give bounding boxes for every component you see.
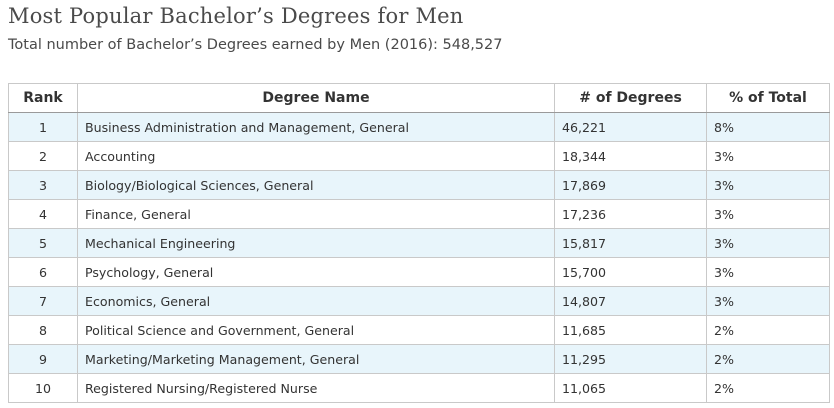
table-header-row: Rank Degree Name # of Degrees % of Total [8, 83, 830, 113]
degree-name-cell: Business Administration and Management, … [77, 112, 555, 142]
percent-cell: 3% [706, 199, 830, 229]
percent-cell: 3% [706, 170, 830, 200]
page-title: Most Popular Bachelor’s Degrees for Men [8, 4, 464, 28]
table-row: 7 Economics, General 14,807 3% [8, 286, 830, 316]
table-row: 1 Business Administration and Management… [8, 112, 830, 142]
table-row: 8 Political Science and Government, Gene… [8, 315, 830, 345]
degree-count-cell: 15,817 [554, 228, 707, 258]
degree-name-cell: Finance, General [77, 199, 555, 229]
degree-count-cell: 14,807 [554, 286, 707, 316]
column-header-degree-name: Degree Name [77, 83, 555, 113]
column-header-degree-count: # of Degrees [554, 83, 707, 113]
degree-count-cell: 17,869 [554, 170, 707, 200]
degree-name-cell: Political Science and Government, Genera… [77, 315, 555, 345]
degree-name-cell: Economics, General [77, 286, 555, 316]
percent-cell: 3% [706, 228, 830, 258]
rank-cell: 10 [8, 373, 78, 403]
degree-name-cell: Accounting [77, 141, 555, 171]
column-header-rank: Rank [8, 83, 78, 113]
rank-cell: 2 [8, 141, 78, 171]
table-row: 3 Biology/Biological Sciences, General 1… [8, 170, 830, 200]
rank-cell: 8 [8, 315, 78, 345]
degree-name-cell: Psychology, General [77, 257, 555, 287]
table-row: 10 Registered Nursing/Registered Nurse 1… [8, 373, 830, 403]
degree-count-cell: 11,295 [554, 344, 707, 374]
degrees-table: Rank Degree Name # of Degrees % of Total… [8, 83, 830, 403]
page-subtitle: Total number of Bachelor’s Degrees earne… [8, 37, 503, 53]
degree-count-cell: 11,685 [554, 315, 707, 345]
rank-cell: 1 [8, 112, 78, 142]
degree-count-cell: 15,700 [554, 257, 707, 287]
percent-cell: 8% [706, 112, 830, 142]
table-row: 4 Finance, General 17,236 3% [8, 199, 830, 229]
table-row: 9 Marketing/Marketing Management, Genera… [8, 344, 830, 374]
degree-count-cell: 18,344 [554, 141, 707, 171]
percent-cell: 3% [706, 286, 830, 316]
table-row: 6 Psychology, General 15,700 3% [8, 257, 830, 287]
rank-cell: 9 [8, 344, 78, 374]
degree-name-cell: Registered Nursing/Registered Nurse [77, 373, 555, 403]
percent-cell: 2% [706, 344, 830, 374]
percent-cell: 2% [706, 373, 830, 403]
rank-cell: 3 [8, 170, 78, 200]
degree-count-cell: 17,236 [554, 199, 707, 229]
column-header-percent-total: % of Total [706, 83, 830, 113]
rank-cell: 6 [8, 257, 78, 287]
rank-cell: 4 [8, 199, 78, 229]
percent-cell: 3% [706, 257, 830, 287]
degree-name-cell: Biology/Biological Sciences, General [77, 170, 555, 200]
degree-count-cell: 11,065 [554, 373, 707, 403]
table-row: 2 Accounting 18,344 3% [8, 141, 830, 171]
rank-cell: 5 [8, 228, 78, 258]
degree-count-cell: 46,221 [554, 112, 707, 142]
degree-name-cell: Marketing/Marketing Management, General [77, 344, 555, 374]
degree-name-cell: Mechanical Engineering [77, 228, 555, 258]
percent-cell: 2% [706, 315, 830, 345]
percent-cell: 3% [706, 141, 830, 171]
rank-cell: 7 [8, 286, 78, 316]
table-row: 5 Mechanical Engineering 15,817 3% [8, 228, 830, 258]
